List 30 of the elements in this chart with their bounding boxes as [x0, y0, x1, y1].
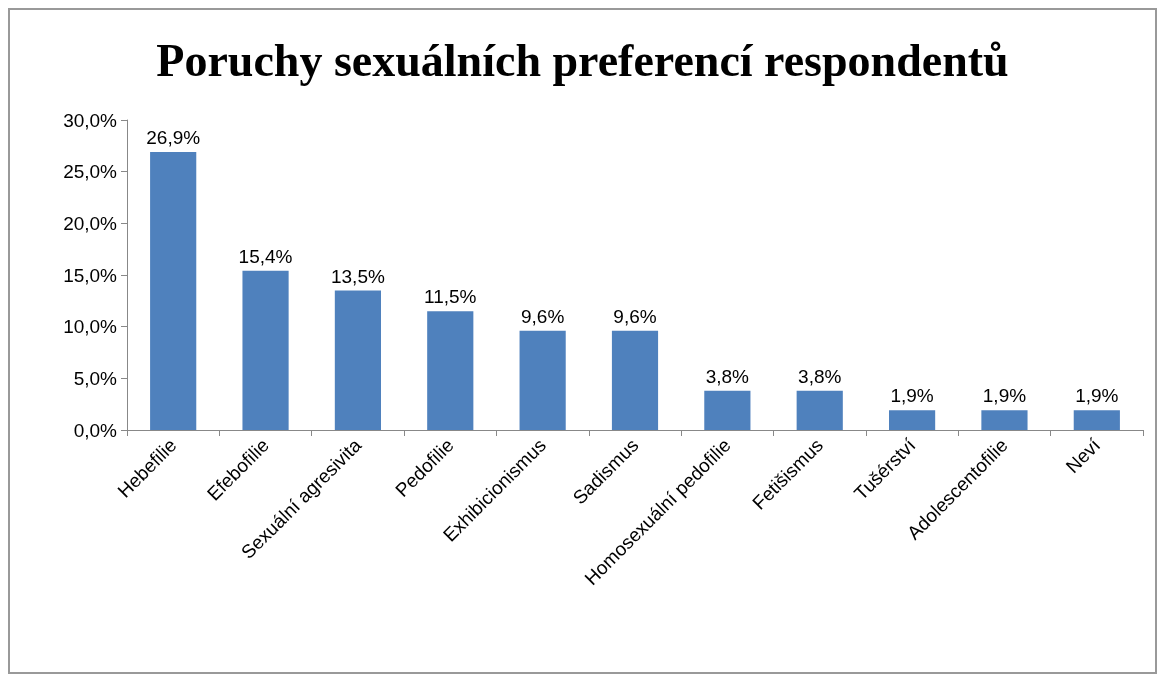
bar [242, 270, 289, 430]
y-tick-label: 0,0% [73, 419, 118, 441]
y-tick-label: 25,0% [63, 161, 118, 183]
y-tick-label: 5,0% [73, 367, 118, 389]
bar [334, 290, 381, 430]
bar [1073, 410, 1120, 430]
bar [796, 390, 843, 430]
data-label: 9,6% [520, 305, 565, 327]
y-tick-label: 10,0% [63, 316, 118, 338]
y-tick-label: 30,0% [63, 109, 118, 131]
data-label: 1,9% [982, 385, 1027, 407]
data-label: 13,5% [330, 265, 385, 287]
data-label: 3,8% [705, 365, 750, 387]
bar [889, 410, 936, 430]
bar [519, 330, 566, 430]
bar [427, 311, 474, 430]
bar [981, 410, 1028, 430]
data-label: 1,9% [1075, 385, 1119, 407]
y-tick-label: 15,0% [63, 264, 118, 286]
data-label: 11,5% [424, 286, 477, 308]
y-tick-label: 20,0% [63, 212, 118, 234]
data-label: 9,6% [613, 305, 657, 327]
data-label: 1,9% [890, 385, 934, 407]
chart-title: Poruchy sexuálních preferencí respondentů [156, 34, 1009, 86]
data-label: 3,8% [798, 365, 842, 387]
data-label: 26,9% [146, 127, 201, 149]
bar [611, 330, 659, 430]
bar [704, 390, 751, 430]
data-label: 15,4% [238, 245, 293, 267]
bar [150, 152, 197, 430]
